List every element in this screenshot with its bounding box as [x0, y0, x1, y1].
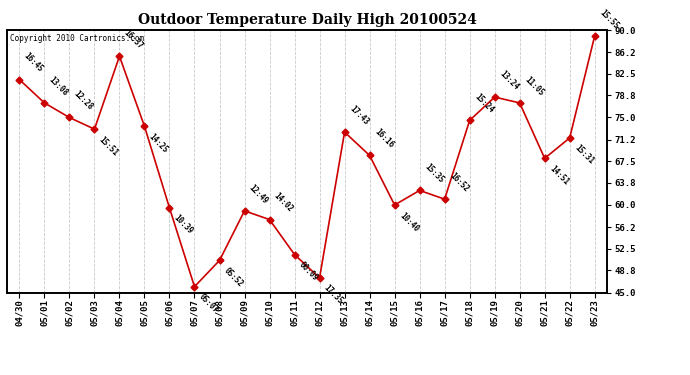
Text: 16:16: 16:16	[373, 127, 395, 150]
Text: 15:35: 15:35	[422, 162, 445, 185]
Text: 13:08: 13:08	[47, 75, 70, 98]
Text: 11:05: 11:05	[522, 75, 545, 98]
Text: 05:07: 05:07	[197, 292, 220, 315]
Text: 16:52: 16:52	[447, 171, 470, 194]
Text: 12:28: 12:28	[72, 89, 95, 112]
Text: 17:35: 17:35	[322, 284, 345, 306]
Text: 12:49: 12:49	[247, 183, 270, 205]
Text: 17:43: 17:43	[347, 104, 370, 126]
Text: 15:51: 15:51	[97, 135, 120, 158]
Text: 14:51: 14:51	[547, 164, 570, 187]
Text: 13:24: 13:24	[497, 69, 520, 92]
Text: 15:31: 15:31	[573, 144, 595, 166]
Text: 15:24: 15:24	[473, 92, 495, 115]
Text: 16:45: 16:45	[22, 51, 45, 74]
Title: Outdoor Temperature Daily High 20100524: Outdoor Temperature Daily High 20100524	[137, 13, 477, 27]
Text: 10:39: 10:39	[172, 213, 195, 236]
Text: 15:55: 15:55	[598, 8, 620, 30]
Text: 05:52: 05:52	[222, 266, 245, 289]
Text: 16:37: 16:37	[122, 28, 145, 51]
Text: 14:02: 14:02	[273, 191, 295, 214]
Text: Copyright 2010 Cartronics.com: Copyright 2010 Cartronics.com	[10, 34, 144, 43]
Text: 00:09: 00:09	[297, 260, 320, 283]
Text: 14:25: 14:25	[147, 132, 170, 154]
Text: 10:40: 10:40	[397, 210, 420, 233]
